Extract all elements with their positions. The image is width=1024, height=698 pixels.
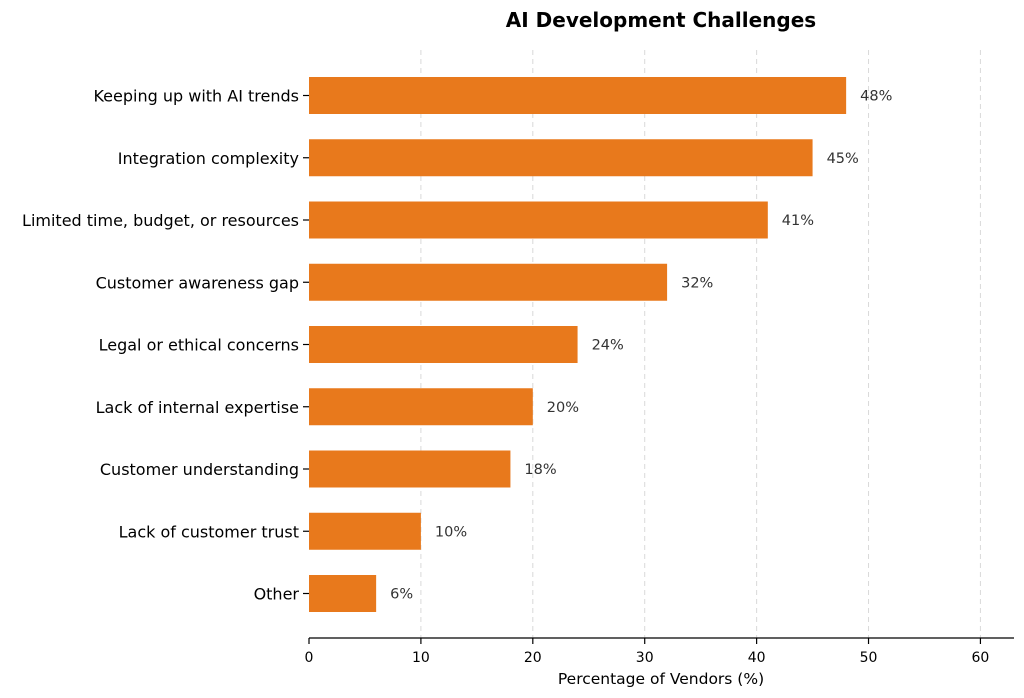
category-label: Lack of customer trust (119, 522, 299, 541)
data-label: 20% (547, 400, 579, 416)
category-label: Keeping up with AI trends (93, 87, 299, 106)
data-label: 48% (860, 89, 892, 105)
x-tick-label: 30 (636, 650, 654, 666)
bar (309, 326, 578, 363)
bar (309, 139, 813, 177)
x-axis: 0 10 20 30 40 50 60 (305, 637, 1014, 666)
bar (309, 201, 768, 239)
category-label: Lack of internal expertise (96, 398, 299, 417)
chart-title: AI Development Challenges (506, 8, 816, 32)
category-label: Customer awareness gap (96, 273, 299, 292)
x-tick-label: 60 (972, 650, 990, 666)
category-label: Legal or ethical concerns (99, 336, 299, 355)
x-tick-label: 40 (748, 650, 766, 666)
bar (309, 575, 377, 612)
category-label: Customer understanding (100, 460, 299, 479)
category-label: Other (254, 585, 300, 604)
x-tick-label: 20 (524, 650, 542, 666)
x-tick-label: 50 (860, 650, 878, 666)
data-label: 41% (782, 213, 814, 229)
data-label: 24% (592, 338, 624, 354)
data-label: 32% (681, 275, 713, 291)
bar (309, 263, 668, 301)
data-label: 10% (435, 524, 467, 540)
bar (309, 388, 533, 426)
bar (309, 77, 847, 114)
category-label: Integration complexity (118, 149, 299, 168)
bars (309, 77, 847, 612)
x-tick-label: 0 (305, 650, 314, 666)
data-labels: 48% 45% 41% 32% 24% 20% 18% 10% 6% (390, 89, 892, 603)
category-labels: Keeping up with AI trends Integration com… (22, 87, 309, 604)
bar (309, 450, 511, 488)
category-label: Limited time, budget, or resources (22, 211, 299, 230)
bar (309, 512, 421, 550)
data-label: 45% (827, 151, 859, 167)
x-tick-label: 10 (412, 650, 430, 666)
data-label: 18% (524, 462, 556, 478)
x-axis-title: Percentage of Vendors (%) (558, 670, 764, 688)
data-label: 6% (390, 587, 413, 603)
